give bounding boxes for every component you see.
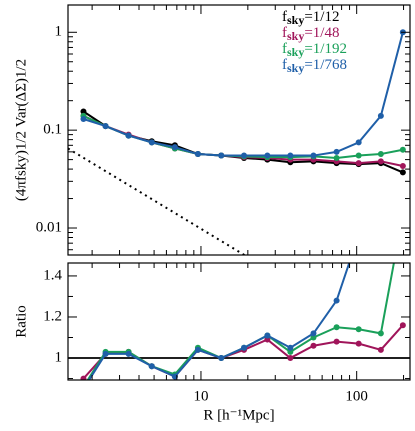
point xyxy=(148,363,155,370)
point xyxy=(80,386,86,392)
point xyxy=(80,384,86,390)
point xyxy=(125,350,132,357)
legend-text: sky xyxy=(287,61,304,75)
plot-area xyxy=(68,211,410,392)
legend-text: f xyxy=(282,57,287,73)
point xyxy=(400,211,406,217)
point xyxy=(194,346,201,353)
point xyxy=(399,169,406,176)
point xyxy=(355,326,362,333)
y-axis-label: Ratio xyxy=(13,305,29,338)
y-tick-label: 1 xyxy=(55,24,63,40)
legend-text: f xyxy=(282,41,287,57)
point xyxy=(356,232,362,238)
y-tick-label: 1.2 xyxy=(43,308,62,324)
point xyxy=(80,108,87,115)
guide-line xyxy=(68,147,245,255)
point xyxy=(377,151,384,158)
point xyxy=(333,338,340,345)
point xyxy=(377,346,384,353)
point xyxy=(399,163,406,170)
point xyxy=(333,148,340,155)
point xyxy=(194,151,201,158)
point xyxy=(399,322,406,329)
y-axis-label: (4πfsky)1/2 Var(ΔΣ)1/2 xyxy=(13,59,29,201)
plot-area xyxy=(68,29,406,255)
point xyxy=(399,146,406,153)
point xyxy=(241,344,248,351)
legend-text: =1/12 xyxy=(304,9,339,25)
point xyxy=(310,342,317,349)
point xyxy=(287,152,294,159)
point xyxy=(148,139,155,146)
series-line xyxy=(83,32,404,157)
point xyxy=(333,297,340,304)
point xyxy=(241,152,248,159)
y-tick-label: 0.01 xyxy=(36,219,62,235)
point xyxy=(377,158,384,165)
series-line xyxy=(86,263,395,380)
point xyxy=(264,332,271,339)
series-line xyxy=(87,263,351,380)
point xyxy=(102,123,109,130)
y-tick-label: 1.4 xyxy=(43,267,62,283)
y-tick-label: 1 xyxy=(55,349,63,365)
legend-entry: fsky=1/192 xyxy=(282,41,347,59)
legend-text: sky xyxy=(287,45,304,59)
legend-text: =1/768 xyxy=(304,57,347,73)
legend-entry: fsky=1/12 xyxy=(282,9,339,27)
x-tick-label: 100 xyxy=(345,388,368,404)
frame xyxy=(67,262,411,381)
point xyxy=(377,330,384,337)
point xyxy=(333,154,340,161)
point xyxy=(287,355,294,362)
point xyxy=(218,355,225,362)
point xyxy=(102,350,109,357)
x-axis-label: R [h⁻¹Mpc] xyxy=(203,407,274,423)
legend-entry: fsky=1/48 xyxy=(282,25,339,43)
legend-text: f xyxy=(282,25,287,41)
x-tick-label: 10 xyxy=(193,388,208,404)
legend-text: sky xyxy=(287,13,304,27)
point xyxy=(80,115,87,122)
point xyxy=(264,336,271,343)
point xyxy=(287,344,294,351)
point xyxy=(218,152,225,159)
point xyxy=(125,132,132,139)
point xyxy=(355,340,362,347)
point xyxy=(80,375,87,380)
legend-entry: fsky=1/768 xyxy=(282,57,347,75)
frame xyxy=(67,4,411,256)
point xyxy=(310,334,317,341)
point xyxy=(264,152,271,159)
y-tick-label: 0.1 xyxy=(43,122,62,138)
point xyxy=(310,152,317,159)
point xyxy=(333,324,340,331)
legend-text: sky xyxy=(287,29,304,43)
point xyxy=(287,348,294,355)
legend-text: =1/192 xyxy=(304,41,347,57)
point xyxy=(377,112,384,119)
point xyxy=(355,152,362,159)
point xyxy=(171,144,178,151)
point xyxy=(355,160,362,167)
legend-text: =1/48 xyxy=(304,25,339,41)
point xyxy=(310,330,317,337)
point xyxy=(355,139,362,146)
legend-text: f xyxy=(282,9,287,25)
